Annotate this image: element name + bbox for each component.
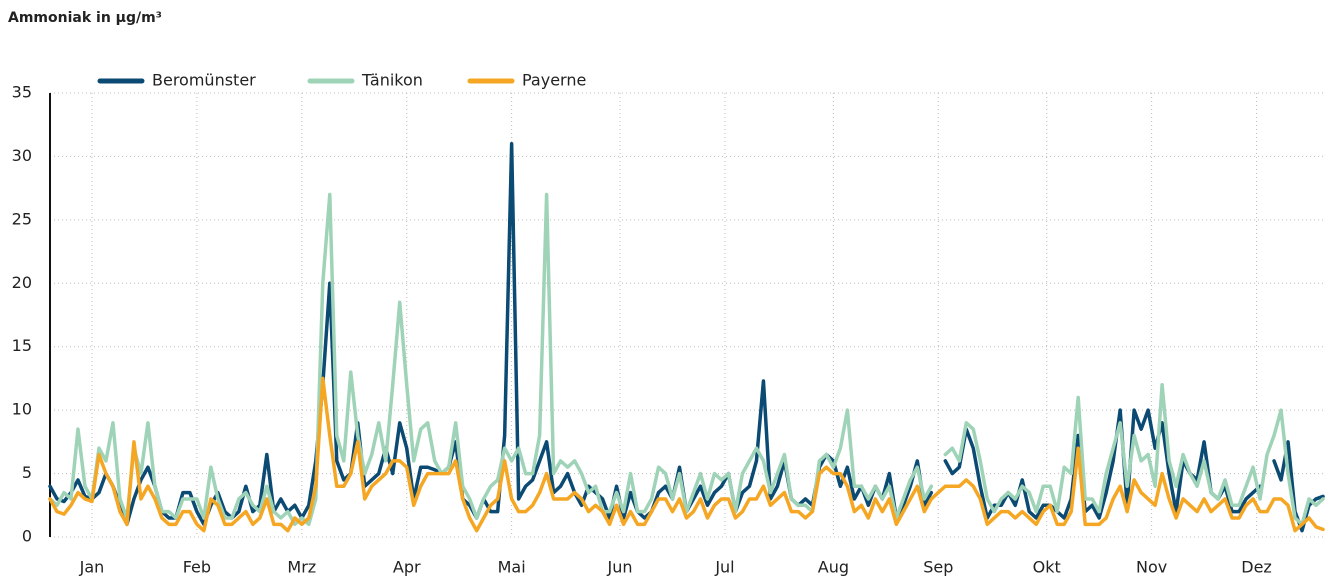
y-tick-label: 15 <box>12 336 32 355</box>
legend-label: Tänikon <box>361 71 423 90</box>
series-line <box>48 376 1325 533</box>
x-tick-label: Okt <box>1033 558 1061 577</box>
x-tick-label: Aug <box>818 558 849 577</box>
y-tick-label: 20 <box>12 273 32 292</box>
y-tick-label: 35 <box>12 83 32 102</box>
series-line <box>943 383 1325 527</box>
x-tick-label: Feb <box>183 558 211 577</box>
legend-label: Beromünster <box>152 71 256 90</box>
x-tick-label: Jan <box>79 558 105 577</box>
series-line <box>48 192 934 527</box>
y-tick-label: 5 <box>22 463 32 482</box>
y-tick-label: 25 <box>12 209 32 228</box>
y-tick-label: 0 <box>22 527 32 546</box>
x-tick-label: Jun <box>607 558 633 577</box>
x-tick-label: Mai <box>498 558 526 577</box>
y-tick-label: 30 <box>12 146 32 165</box>
x-tick-label: Nov <box>1136 558 1167 577</box>
x-tick-label: Apr <box>393 558 421 577</box>
x-tick-label: Sep <box>923 558 953 577</box>
x-tick-label: Mrz <box>287 558 316 577</box>
chart-title: Ammoniak in µg/m³ <box>8 10 162 26</box>
legend-label: Payerne <box>522 71 586 90</box>
x-tick-label: Dez <box>1241 558 1272 577</box>
y-tick-label: 10 <box>12 400 32 419</box>
x-tick-label: Jul <box>714 558 734 577</box>
series-line <box>1272 440 1325 533</box>
series-line <box>48 141 934 527</box>
